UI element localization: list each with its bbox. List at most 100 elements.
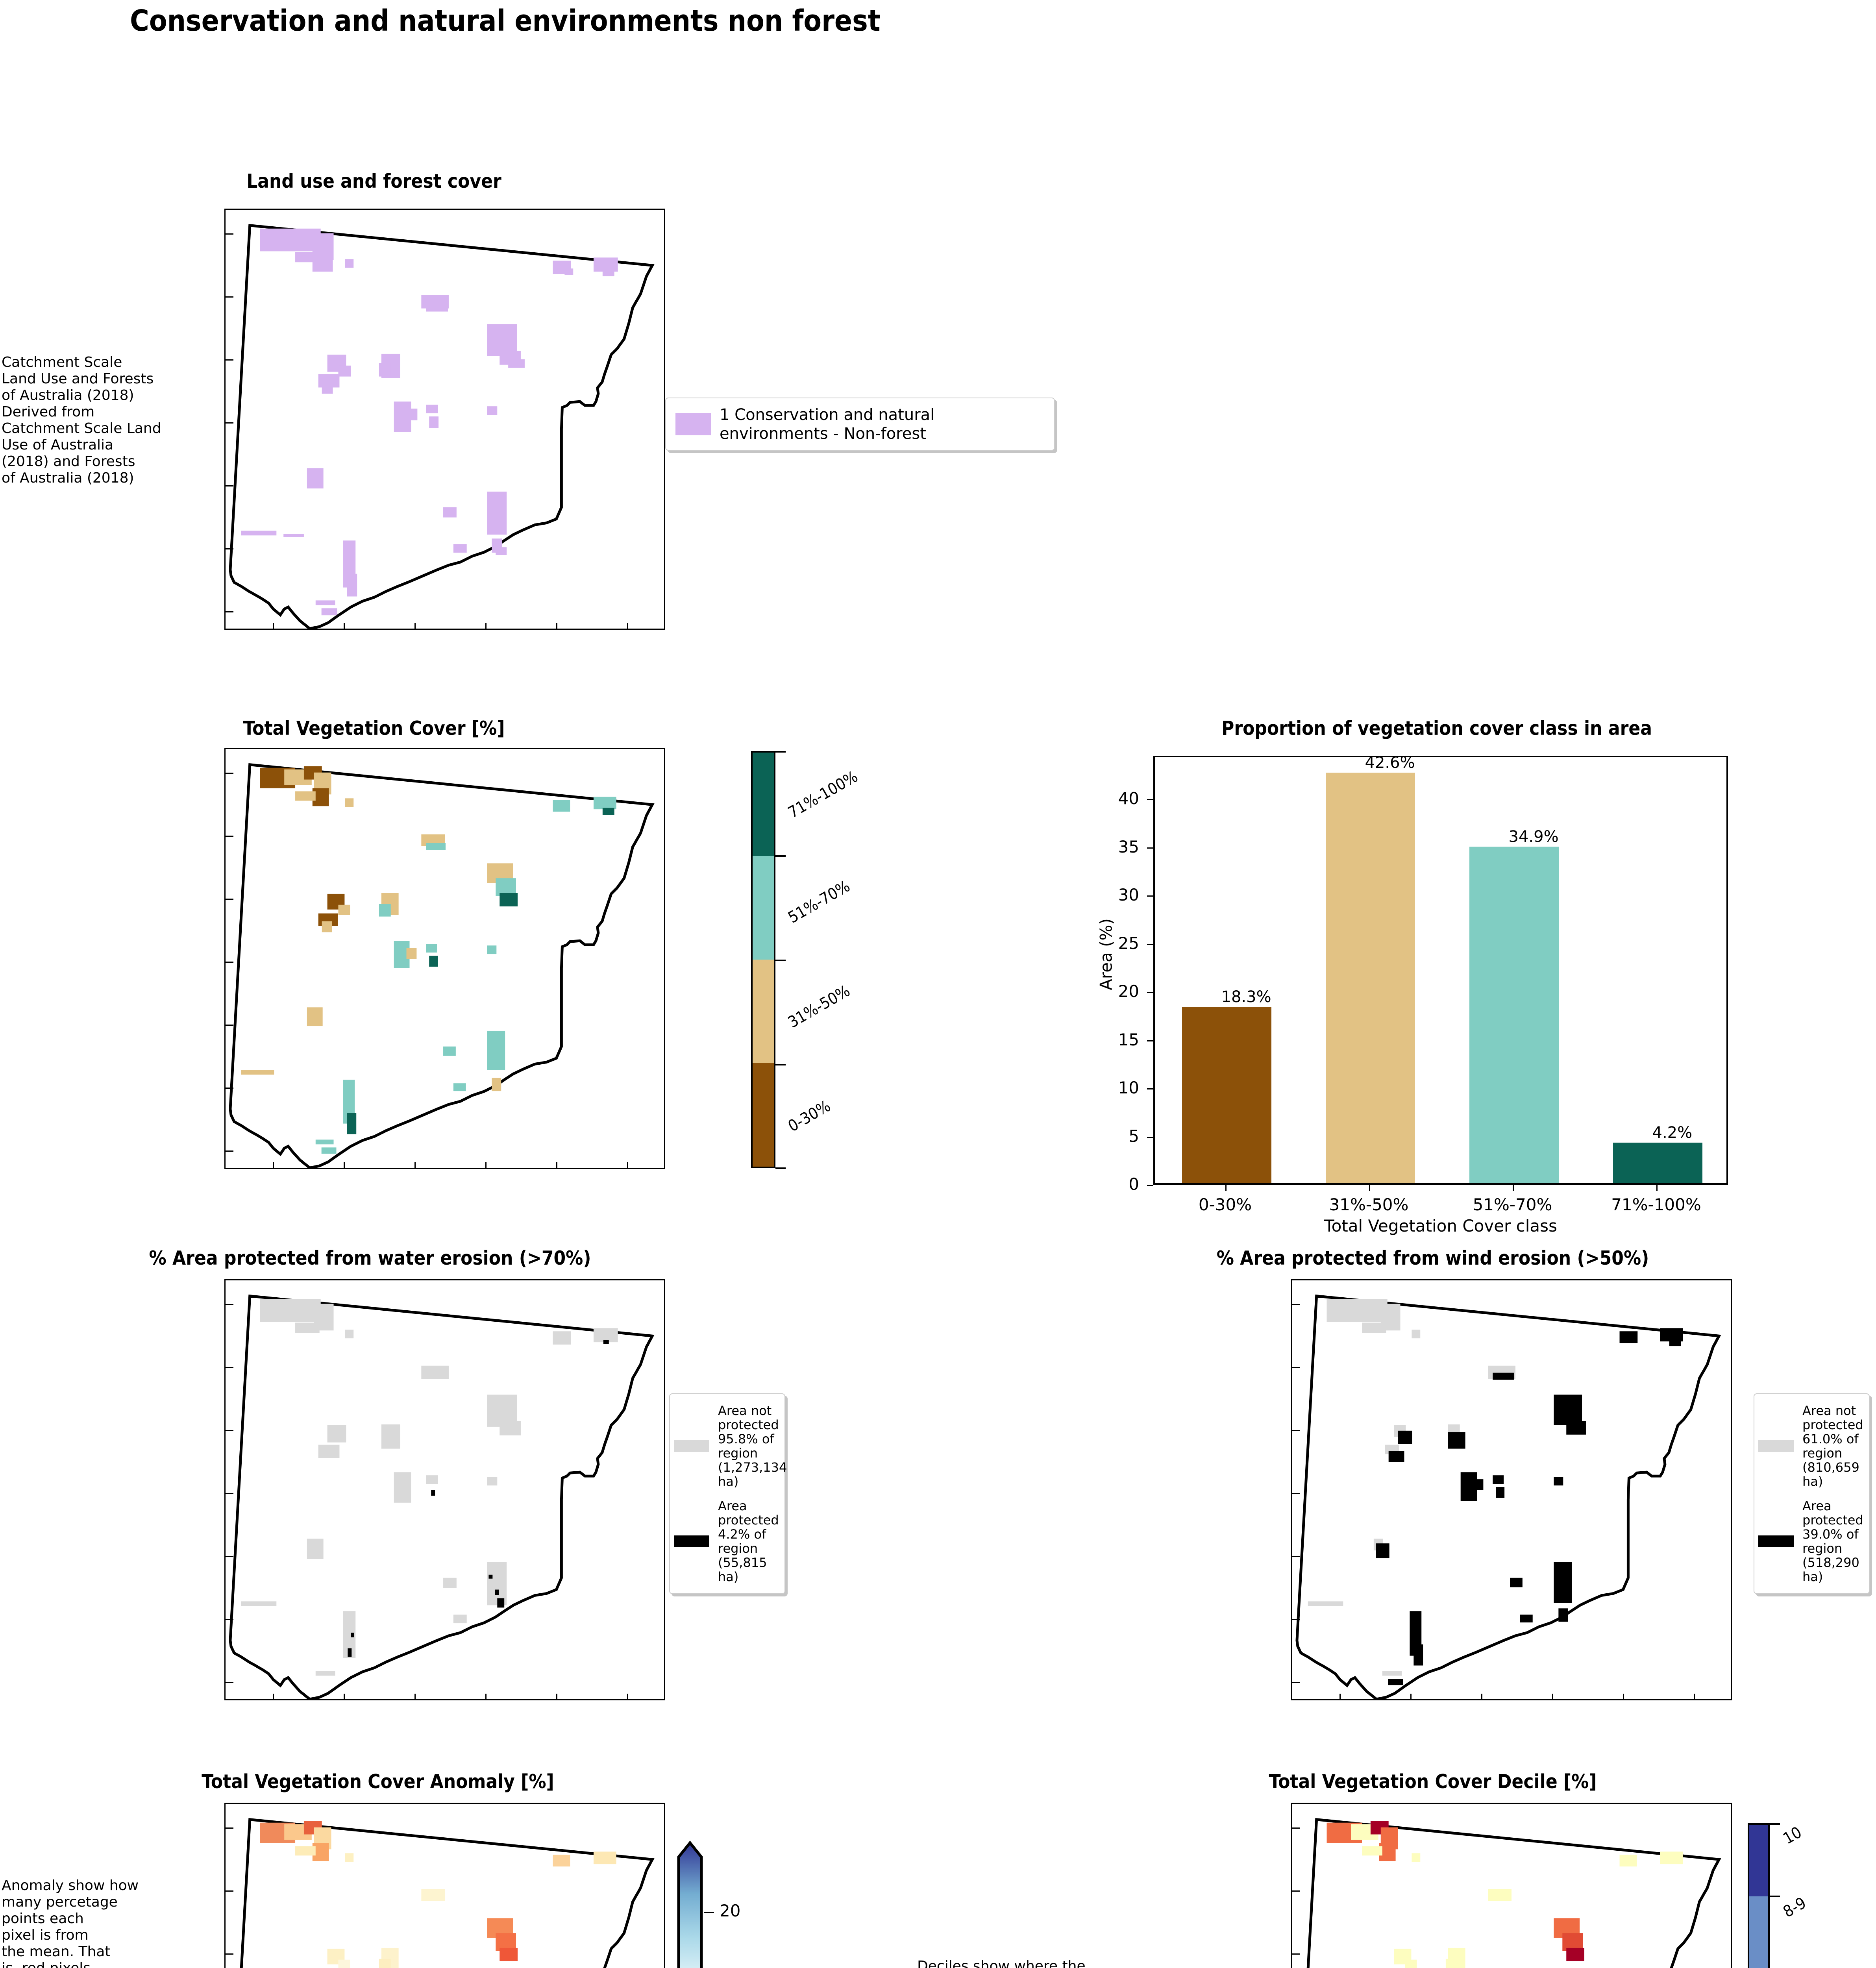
bar-31%-50%[interactable] bbox=[1326, 772, 1415, 1183]
legend-swatch-area-protected bbox=[674, 1535, 709, 1547]
map-tick bbox=[344, 623, 345, 629]
x-axis-tick-label: 51%-70% bbox=[1473, 1195, 1552, 1214]
map-tick bbox=[1552, 1694, 1553, 1699]
map-vegetation-anomaly[interactable] bbox=[224, 1803, 665, 1968]
panel-title-land-use: Land use and forest cover bbox=[246, 170, 501, 192]
y-axis-tick bbox=[1147, 847, 1153, 849]
map-vegetation-decile[interactable] bbox=[1291, 1803, 1732, 1968]
legend-label-area-protected: Area protected 4.2% of region (55,815 ha… bbox=[718, 1498, 779, 1584]
x-axis-tick bbox=[1369, 1185, 1370, 1191]
map-tick bbox=[226, 1088, 233, 1089]
y-axis-tick-label: 25 bbox=[1118, 933, 1139, 953]
map-tick bbox=[1292, 1682, 1300, 1683]
y-axis-tick bbox=[1147, 799, 1153, 801]
map-tick bbox=[226, 773, 233, 774]
legend-wind-erosion[interactable]: Area not protected 61.0% of region (810,… bbox=[1754, 1393, 1870, 1594]
map-tick bbox=[226, 1025, 233, 1026]
x-axis-tick-label: 71%-100% bbox=[1611, 1195, 1701, 1214]
x-axis-tick bbox=[1225, 1185, 1227, 1191]
colorbar-label-0-30: 0-30% bbox=[785, 1097, 834, 1136]
bar-chart-plot-area[interactable] bbox=[1153, 756, 1728, 1185]
colorbar-tick bbox=[775, 1064, 786, 1065]
map-tick bbox=[344, 1162, 345, 1168]
colorbar-tick bbox=[775, 855, 786, 857]
decile-explanation-note: Deciles show where the pixel value lies … bbox=[917, 1958, 1086, 1968]
map-tick bbox=[273, 1694, 274, 1699]
map-tick bbox=[556, 623, 557, 629]
y-axis-tick-label: 0 bbox=[1129, 1175, 1139, 1194]
map-tick bbox=[1292, 1367, 1300, 1368]
y-axis-tick-label: 35 bbox=[1118, 837, 1139, 856]
map-tick bbox=[1410, 1694, 1412, 1699]
map-wind-erosion[interactable] bbox=[1291, 1279, 1732, 1700]
map-water-erosion[interactable] bbox=[224, 1279, 665, 1700]
map-tick bbox=[627, 1694, 628, 1699]
map-tick bbox=[485, 623, 487, 629]
map-land-use-forest-cover[interactable] bbox=[224, 209, 665, 630]
map-tick bbox=[1292, 1619, 1300, 1620]
legend-swatch-conservation bbox=[675, 413, 711, 435]
map-tick bbox=[226, 296, 233, 298]
map-tick bbox=[414, 623, 416, 629]
map-tick bbox=[627, 623, 628, 629]
map-tick bbox=[226, 1619, 233, 1620]
map-tick bbox=[556, 1694, 557, 1699]
map-tick bbox=[226, 611, 233, 612]
colorbar-label-71-100: 71%-100% bbox=[785, 768, 861, 822]
map-tick bbox=[226, 1367, 233, 1368]
x-axis-tick-label: 31%-50% bbox=[1329, 1195, 1409, 1214]
map-tick bbox=[1292, 1953, 1300, 1955]
y-axis-tick-label: 15 bbox=[1118, 1030, 1139, 1049]
bar-51%-70%[interactable] bbox=[1469, 847, 1559, 1183]
chart-title-proportion: Proportion of vegetation cover class in … bbox=[1221, 717, 1652, 740]
map-tick bbox=[1292, 1556, 1300, 1557]
x-axis-tick-label: 0-30% bbox=[1198, 1195, 1252, 1214]
map-tick bbox=[226, 485, 233, 486]
panel-title-water-erosion: % Area protected from water erosion (>70… bbox=[149, 1247, 591, 1269]
anomaly-explanation-note: Anomaly show how many percetage points e… bbox=[2, 1877, 139, 1968]
bar-chart-y-label: Area (%) bbox=[1096, 918, 1116, 990]
map-tick bbox=[226, 1953, 233, 1955]
colorbar-anomaly bbox=[676, 1826, 704, 1968]
map-tick bbox=[226, 836, 233, 837]
map-tick bbox=[226, 1150, 233, 1152]
legend-land-use[interactable]: 1 Conservation and natural environments … bbox=[665, 398, 1055, 451]
map-tick bbox=[1292, 1890, 1300, 1892]
map-wind-erosion-svg bbox=[1295, 1294, 1721, 1699]
bar-0-30%[interactable] bbox=[1182, 1006, 1271, 1183]
map-tick bbox=[226, 1304, 233, 1305]
panel-title-decile: Total Vegetation Cover Decile [%] bbox=[1269, 1770, 1597, 1793]
map-tick bbox=[226, 1493, 233, 1494]
bar-71%-100%[interactable] bbox=[1613, 1143, 1702, 1183]
panel-title-wind-erosion: % Area protected from wind erosion (>50%… bbox=[1216, 1247, 1649, 1269]
map-tick bbox=[414, 1694, 416, 1699]
colorbar-tick bbox=[1770, 1896, 1780, 1897]
map-water-erosion-svg bbox=[229, 1294, 655, 1699]
colorbar-tick bbox=[704, 1912, 714, 1913]
colorbar-anomaly-svg bbox=[677, 1840, 703, 1968]
map-tick bbox=[273, 623, 274, 629]
legend-water-erosion[interactable]: Area not protected 95.8% of region (1,27… bbox=[669, 1393, 787, 1594]
x-axis-tick bbox=[1656, 1185, 1658, 1191]
map-tick bbox=[1292, 1304, 1300, 1305]
bar-chart-y-axis: 0 5 10 15 20 25 30 35 40 bbox=[1063, 756, 1732, 1228]
map-tick bbox=[1623, 1694, 1624, 1699]
map-tick bbox=[226, 422, 233, 424]
map-anomaly-svg bbox=[240, 1818, 655, 1968]
map-total-vegetation-cover[interactable] bbox=[224, 748, 665, 1169]
map-tick bbox=[1292, 1827, 1300, 1829]
legend-label-area-not-protected: Area not protected 61.0% of region (810,… bbox=[1802, 1403, 1863, 1489]
map-tick bbox=[1292, 1493, 1300, 1494]
bar-chart-x-label: Total Vegetation Cover class bbox=[1324, 1216, 1557, 1236]
y-axis-tick-label: 30 bbox=[1118, 885, 1139, 905]
map-tick bbox=[226, 233, 233, 235]
map-tick bbox=[1481, 1694, 1482, 1699]
map-tick bbox=[485, 1162, 487, 1168]
map-tick bbox=[226, 548, 233, 549]
map-tick bbox=[344, 1694, 345, 1699]
map-tick bbox=[627, 1162, 628, 1168]
colorbar-decile-label-10: 10 bbox=[1780, 1823, 1805, 1848]
map-tick bbox=[1339, 1694, 1341, 1699]
panel-title-vegetation-cover: Total Vegetation Cover [%] bbox=[243, 717, 505, 740]
map-tick bbox=[226, 1890, 233, 1892]
